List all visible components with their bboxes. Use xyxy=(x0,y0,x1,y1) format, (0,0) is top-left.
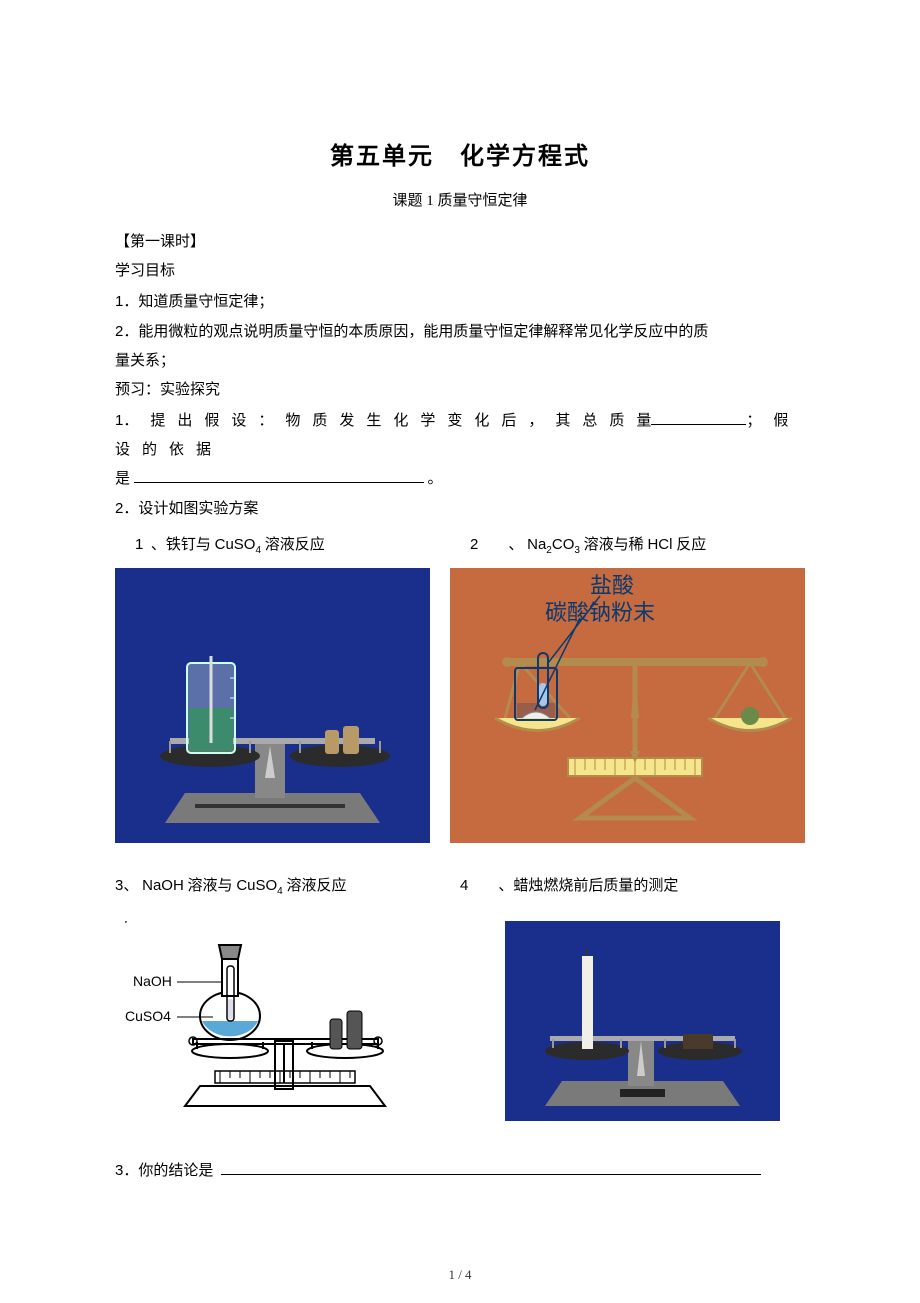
session-heading: 【第一课时】 xyxy=(115,228,805,257)
hypothesis-suffix: 。 xyxy=(428,471,443,487)
conclusion-line: 3．3．你的结论是你的结论是 xyxy=(115,1156,805,1186)
images-row-2: NaOH CuSO4 xyxy=(115,921,805,1131)
fig2-label-top: 盐酸 xyxy=(590,573,634,598)
exp4-num: 4 xyxy=(460,877,468,894)
exp4-text: 、蜡烛燃烧前后质量的测定 xyxy=(498,878,678,894)
exp3-suffix: 溶液反应 xyxy=(283,878,347,894)
figure-2: 盐酸 碳酸钠粉末 xyxy=(450,568,805,848)
exp2-f2: CO xyxy=(552,536,575,553)
objective-1: 1．知道质量守恒定律； xyxy=(115,287,805,317)
exp1-formula: CuSO xyxy=(215,536,256,553)
hypothesis-prefix: 是 xyxy=(115,471,130,487)
page-subtitle: 课题 1 质量守恒定律 xyxy=(115,189,805,210)
objective-2b: 量关系； xyxy=(115,347,805,376)
figure-4 xyxy=(505,921,780,1131)
experiment-1-label: 1 、铁钉与 CuSO4 溶液反应 xyxy=(115,531,470,560)
objectives-heading: 学习目标 xyxy=(115,257,805,286)
exp2-f1: Na xyxy=(527,536,546,553)
page-number: 1 / 4 xyxy=(0,1267,920,1283)
fig3-label-bottom: CuSO4 xyxy=(125,1008,171,1024)
images-row-1: 盐酸 碳酸钠粉末 xyxy=(115,568,805,848)
experiment-4-label: 4 、蜡烛燃烧前后质量的测定 xyxy=(460,872,805,901)
figure-1 xyxy=(115,568,430,848)
blank-1 xyxy=(651,409,746,425)
experiment-3-label: 3、 NaOH 溶液与 CuSO4 溶液反应 xyxy=(115,872,460,901)
exp2-num: 2 xyxy=(470,536,478,553)
exp2-prefix: 、 xyxy=(508,537,527,553)
page-title: 第五单元 化学方程式 xyxy=(115,136,805,171)
blank-2 xyxy=(134,467,424,483)
exp3-formula: CuSO xyxy=(236,877,277,894)
hypothesis-line-2: 是 。 xyxy=(115,465,805,494)
preview-heading: 预习：实验探究 xyxy=(115,376,805,405)
figure-3: NaOH CuSO4 xyxy=(125,921,405,1131)
exp1-suffix: 溶液反应 xyxy=(261,537,325,553)
fig2-label-bottom: 碳酸钠粉末 xyxy=(545,600,655,625)
design-heading: 2．设计如图实验方案 xyxy=(115,494,805,524)
hypothesis-line-1: 1．提出假设：物质发生化学变化后，其总质量；假设的依据 xyxy=(115,406,805,466)
experiment-row-2: 3、 NaOH 溶液与 CuSO4 溶液反应 4 、蜡烛燃烧前后质量的测定 xyxy=(115,872,805,901)
objective-2: 2．能用微粒的观点说明质量守恒的本质原因，能用质量守恒定律解释常见化学反应中的质 xyxy=(115,317,805,347)
exp1-text: 、铁钉与 xyxy=(151,537,215,553)
experiment-row-1: 1 、铁钉与 CuSO4 溶液反应 2 、 Na2CO3 溶液与稀 HCl 反应 xyxy=(115,531,805,560)
exp2-suffix: 溶液与稀 HCl 反应 xyxy=(580,537,706,553)
experiment-2-label: 2 、 Na2CO3 溶液与稀 HCl 反应 xyxy=(470,531,805,560)
exp1-num: 1 xyxy=(135,536,143,553)
fig3-label-top: NaOH xyxy=(133,973,172,989)
page: 第五单元 化学方程式 课题 1 质量守恒定律 【第一课时】 学习目标 1．知道质… xyxy=(0,0,920,1303)
blank-3 xyxy=(221,1159,761,1175)
